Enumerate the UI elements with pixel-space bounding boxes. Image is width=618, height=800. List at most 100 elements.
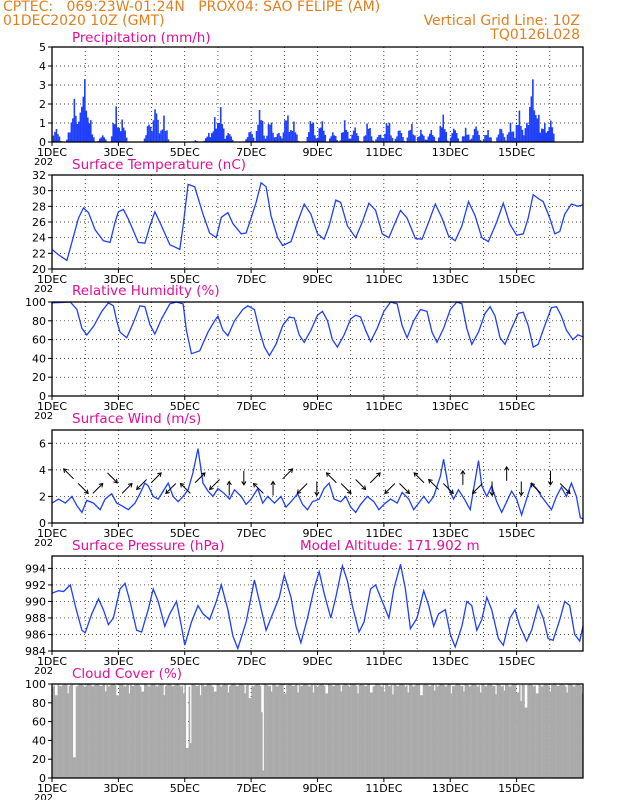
cloud-bar [546,684,549,778]
cloud-bar [574,685,577,778]
cloud-bar [139,686,142,778]
precip-bar [212,131,215,142]
x-tick-label: 1DEC [37,782,67,795]
wind-vector-head [325,472,331,477]
cloud-bar [209,684,212,778]
precip-bar [79,112,82,142]
y-tick-label: 5 [39,41,46,54]
cloud-bar [447,684,450,778]
cloud-bar [206,684,209,778]
cloud-bar [562,684,564,778]
precip-bar [463,136,465,142]
precip-bar [454,130,456,142]
cloud-bar [553,684,556,778]
x-tick-label: 3DEC [103,400,133,413]
wind-vector [121,482,133,494]
cloud-bar [181,685,184,778]
cloud-bar [56,695,58,778]
cloud-bar [223,684,226,778]
precip-bar [101,135,104,142]
cloud-bar [255,684,258,778]
cloud-bar [75,686,78,778]
cloud-bar [88,684,90,778]
cloud-bar [143,684,146,778]
wind-vector-head [270,480,276,486]
cloud-bar [580,685,582,778]
cloud-bar [376,684,379,778]
cloud-bar [428,686,430,778]
precip-bar [264,138,267,142]
cloud-bar [114,685,117,778]
cloud-bar [319,684,322,778]
cloud-bar [104,691,107,778]
cloud-bar [563,685,566,778]
wind-vector-shaft [296,483,308,494]
cloud-bar [178,685,181,778]
cloud-bar [238,684,241,778]
cloud-bar [254,685,256,778]
x-tick-label: 11DEC [365,782,402,795]
cloud-bar [514,684,517,778]
precip-bar [396,136,398,142]
precip-bar [364,135,367,142]
cloud-bar [518,685,521,778]
cloud-bar [464,684,467,778]
precip-bar [476,130,479,142]
wind-vector-head [226,480,232,486]
cloud-bar [477,686,479,778]
precip-bar [412,134,415,142]
precip-bar [391,137,394,142]
y-tick-label: 22 [32,247,46,260]
precip-bar [249,131,252,142]
cloud-bar [551,685,553,778]
cloud-bar [208,684,210,778]
cloud-bar [78,684,81,778]
precip-bar [461,136,464,142]
cloud-bar [64,684,67,778]
precip-bar [526,122,528,142]
cloud-bar [242,685,245,778]
cloud-bar [84,686,86,778]
precip-bar [257,124,259,142]
precip-bar [499,128,501,142]
precip-bar [343,120,346,142]
cloud-bar [403,685,405,778]
cloud-bar [502,685,504,778]
precip-bar [376,137,379,142]
precip-bar [514,137,516,142]
cloud-panel: 0 20 40 60 80 100 1DEC 3DEC 5DEC 7DEC 9DEC 11DEC 13D… [25,666,584,800]
cloud-bar [330,684,333,778]
precip-bar [76,124,79,142]
precip-bar [89,120,92,142]
precip-bar [157,119,159,142]
precip-bar [449,137,452,142]
x-tick-label: 5DEC [170,655,200,668]
cloud-bar [166,684,168,778]
precip-bar [388,122,391,142]
cloud-bar [176,684,178,778]
precip-bar [442,114,445,142]
x-tick-label: 11DEC [365,527,402,540]
precip-bar [213,117,216,142]
wind-vector [194,472,206,484]
cloud-bar [89,684,92,778]
cloud-bar [187,747,189,778]
cloud-bar [71,684,74,778]
precip-bar [424,139,427,142]
precip-bar [530,96,533,142]
wind-vector-head [252,482,258,488]
precip-bar [539,132,542,142]
x-tick-label: 3DEC [103,273,133,286]
precip-bar [152,120,155,142]
precip-bar [370,136,373,142]
wind-vector-head [530,482,535,488]
cloud-bar [82,685,85,778]
cloud-bar [389,686,391,778]
precip-bar [348,138,350,142]
cloud-bar [111,684,114,778]
wind-vector-shaft [209,479,220,490]
wind-vector-head [113,478,119,484]
precip-bar [518,110,521,142]
cloud-bar [479,692,482,778]
wind-vector-shaft [63,468,74,480]
